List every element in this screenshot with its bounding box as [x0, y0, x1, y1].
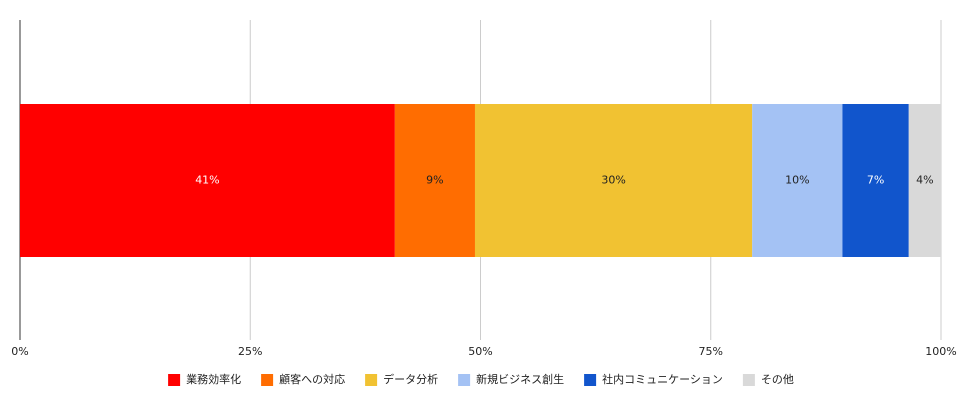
x-tick-label: 50% — [468, 345, 492, 358]
bar-segment — [842, 104, 909, 257]
legend-swatch — [261, 374, 274, 386]
x-tick-label: 75% — [699, 345, 723, 358]
data-label: 7% — [867, 174, 884, 187]
x-tick-label: 100% — [925, 345, 956, 358]
bar-segment — [752, 104, 843, 257]
legend-label: 顧客への対応 — [279, 372, 345, 386]
bar-segment — [908, 104, 941, 257]
bar-segment — [394, 104, 475, 257]
legend-swatch — [365, 374, 378, 386]
bar-segment — [474, 104, 753, 257]
data-label: 41% — [195, 174, 219, 187]
data-label: 30% — [601, 174, 625, 187]
legend-label: データ分析 — [383, 372, 438, 386]
legend-swatch — [168, 374, 181, 386]
x-tick-label: 0% — [11, 345, 28, 358]
bar-segment — [20, 104, 395, 257]
legend-label: その他 — [761, 373, 794, 386]
data-label: 9% — [426, 174, 443, 187]
x-tick-label: 25% — [238, 345, 262, 358]
legend-label: 社内コミュニケーション — [602, 372, 723, 386]
legend-swatch — [458, 374, 471, 386]
legend-swatch — [742, 374, 755, 386]
legend-swatch — [584, 374, 597, 386]
data-label: 10% — [785, 174, 809, 187]
legend-label: 業務効率化 — [186, 372, 241, 386]
legend-label: 新規ビジネス創生 — [476, 372, 564, 386]
data-label: 4% — [916, 174, 933, 187]
